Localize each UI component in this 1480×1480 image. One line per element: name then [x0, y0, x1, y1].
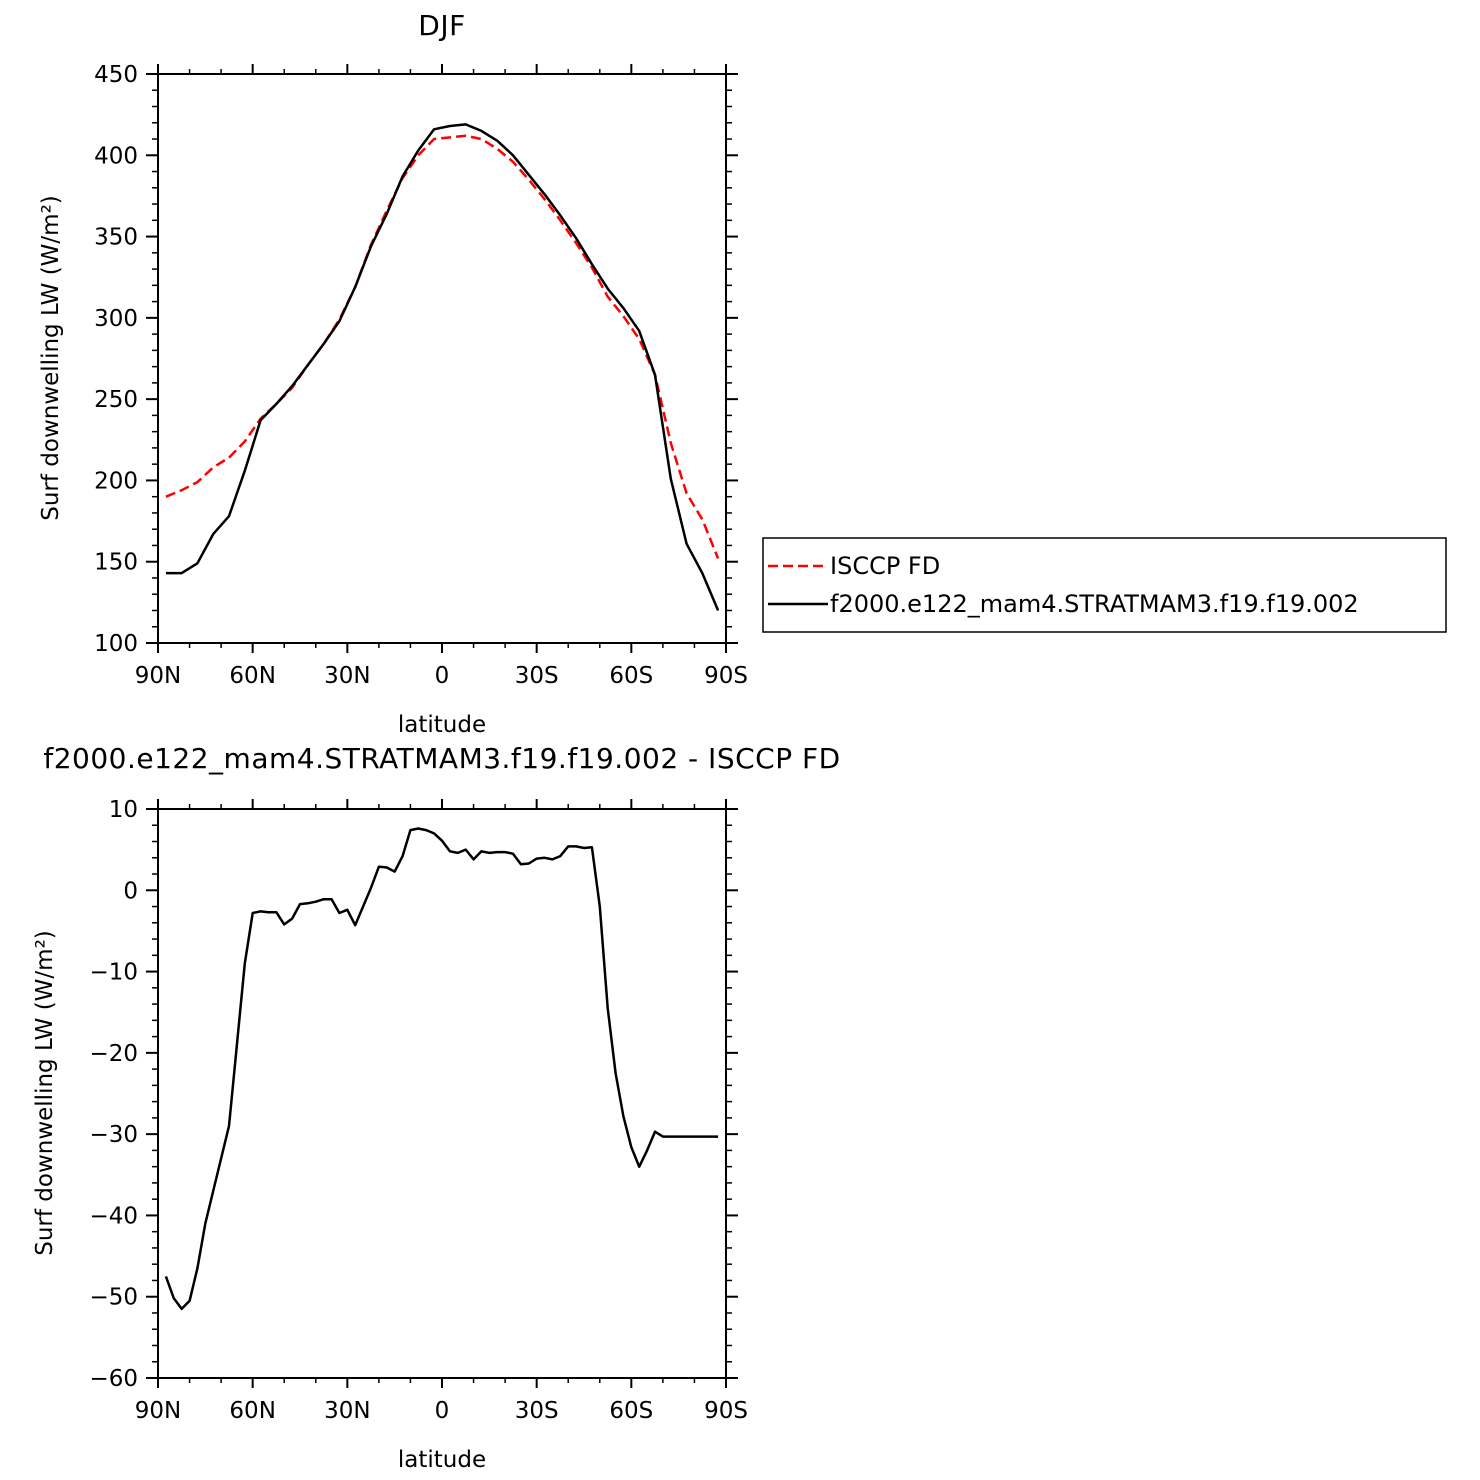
legend-label-model: f2000.e122_mam4.STRATMAM3.f19.f19.002 — [830, 590, 1359, 618]
y-tick-label: 250 — [94, 387, 138, 413]
panel-top-ticks: 90N 60N 30N 0 30S 60S 90S 100 150 200 250 300 350 400… — [94, 62, 748, 689]
panel-top-frame — [157, 73, 727, 644]
y-tick-label: −30 — [89, 1122, 138, 1148]
panel-top: DJF 90N 60N 30N 0 30S 60S 90S 100 150 200 250 300 35… — [38, 9, 1447, 738]
y-tick-label: −60 — [89, 1366, 138, 1392]
y-tick-label: −10 — [89, 960, 138, 986]
x-tick-label: 60S — [609, 663, 653, 689]
x-tick-label: 30N — [324, 663, 370, 689]
x-tick-label: 90N — [135, 663, 181, 689]
y-tick-label: 400 — [94, 143, 138, 169]
y-tick-label: −40 — [89, 1203, 138, 1229]
panel-bottom-series — [164, 827, 719, 1311]
y-tick-label: 300 — [94, 306, 138, 332]
legend: ISCCP FD f2000.e122_mam4.STRATMAM3.f19.f… — [762, 537, 1447, 633]
panel-top-series — [165, 123, 720, 611]
x-tick-label: 90S — [704, 663, 748, 689]
x-tick-label: 90S — [704, 1398, 748, 1424]
y-tick-label: 10 — [109, 797, 138, 823]
x-tick-label: 60N — [229, 1398, 275, 1424]
y-tick-label: 450 — [94, 62, 138, 88]
x-tick-label: 0 — [435, 663, 450, 689]
panel-top-title: DJF — [418, 9, 465, 42]
y-tick-label: −50 — [89, 1285, 138, 1311]
panel-bottom-frame — [157, 808, 727, 1379]
x-tick-label: 90N — [135, 1398, 181, 1424]
top-series-line-0 — [165, 134, 720, 559]
panel-top-xlabel: latitude — [398, 712, 486, 738]
x-tick-label: 30S — [515, 663, 559, 689]
x-tick-label: 30N — [324, 1398, 370, 1424]
panel-bottom-title: f2000.e122_mam4.STRATMAM3.f19.f19.002 - … — [43, 742, 840, 775]
x-tick-label: 60S — [609, 1398, 653, 1424]
x-tick-label: 0 — [435, 1398, 450, 1424]
panel-bottom-xlabel: latitude — [398, 1447, 486, 1473]
y-tick-label: 0 — [123, 878, 138, 904]
y-tick-label: 200 — [94, 468, 138, 494]
legend-box — [762, 537, 1447, 633]
top-series-line-1 — [165, 123, 720, 611]
panel-top-ylabel: Surf downwelling LW (W/m²) — [38, 195, 64, 521]
panel-bottom-ticks: 90N 60N 30N 0 30S 60S 90S −60 −50 −40 −30 −20 −10 0 10 — [89, 797, 747, 1424]
x-tick-label: 60N — [229, 663, 275, 689]
y-tick-label: 150 — [94, 550, 138, 576]
legend-label-isccp: ISCCP FD — [830, 552, 940, 580]
y-tick-label: 350 — [94, 225, 138, 251]
panel-bottom-ylabel: Surf downwelling LW (W/m²) — [32, 930, 58, 1256]
y-tick-label: 100 — [94, 631, 138, 657]
bottom-series-line-0 — [164, 827, 719, 1311]
y-tick-label: −20 — [89, 1041, 138, 1067]
panel-bottom: f2000.e122_mam4.STRATMAM3.f19.f19.002 - … — [32, 742, 840, 1473]
x-tick-label: 30S — [515, 1398, 559, 1424]
